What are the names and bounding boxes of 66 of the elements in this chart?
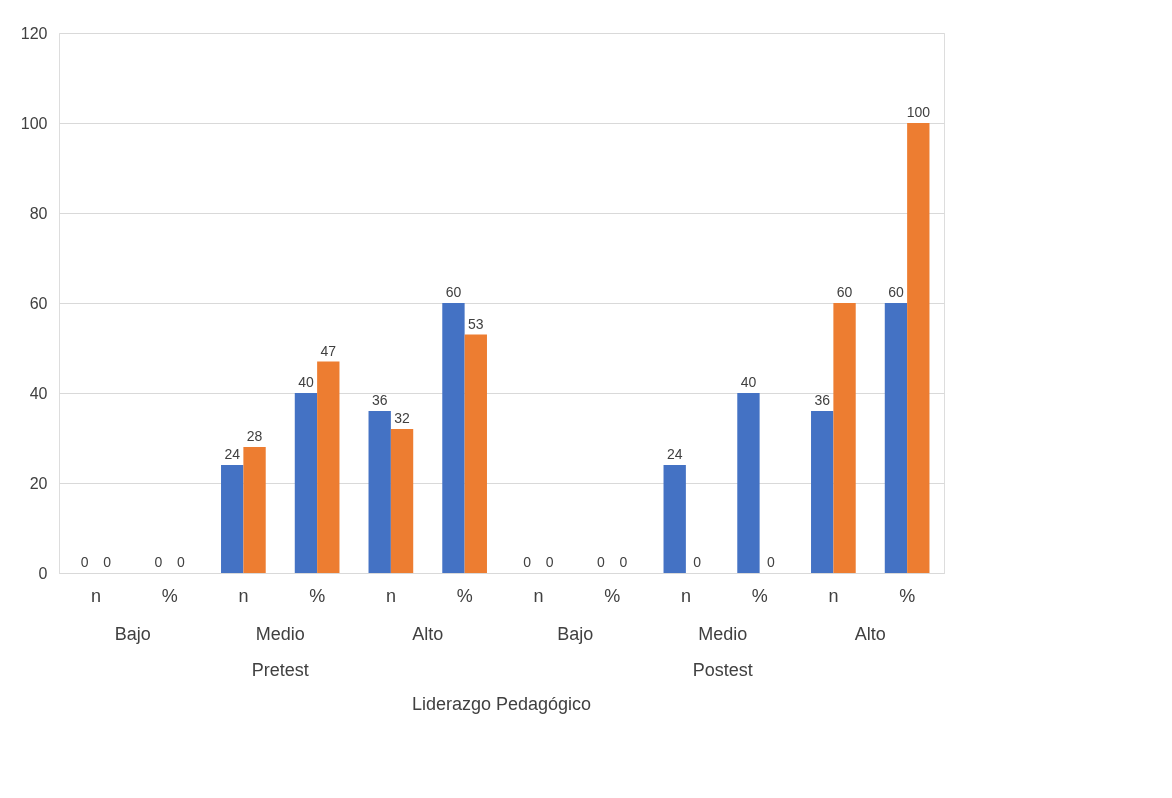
- data-label: 0: [545, 554, 554, 570]
- data-label: 0: [597, 554, 606, 570]
- data-label: 0: [523, 554, 532, 570]
- text: Medio: [255, 624, 305, 644]
- x-tick-label: %: [161, 585, 178, 606]
- y-tick-label: 40: [29, 384, 48, 402]
- data-label: 60: [445, 284, 462, 300]
- data-label: 0: [693, 554, 702, 570]
- data-label: 0: [766, 554, 775, 570]
- bar: [243, 447, 266, 573]
- bar: [221, 465, 244, 573]
- data-label: 40: [298, 374, 314, 390]
- data-label: 100: [906, 104, 931, 120]
- x-tick-label: n: [238, 585, 249, 606]
- bar: [368, 411, 391, 573]
- y-tick-label: 100: [20, 114, 48, 132]
- y-tick-label: 20: [29, 474, 48, 492]
- bar: [907, 123, 930, 573]
- x-tick-label: n: [533, 585, 544, 606]
- data-label: 40: [740, 374, 757, 390]
- y-tick-label: 120: [20, 24, 48, 42]
- data-label: 0: [80, 554, 89, 570]
- data-label: 36: [814, 392, 831, 408]
- y-tick-label: 0: [38, 564, 48, 582]
- data-label: 60: [836, 284, 853, 300]
- bar: [464, 334, 487, 573]
- y-tick-label: 80: [29, 204, 48, 222]
- text: Bajo: [114, 624, 151, 644]
- text: Medio: [698, 624, 748, 644]
- data-label: 0: [176, 554, 185, 570]
- data-label: 32: [394, 410, 411, 426]
- bar: [390, 429, 414, 573]
- data-label: 0: [154, 554, 163, 570]
- bar: [811, 411, 834, 573]
- bar: [442, 303, 465, 573]
- data-label: 60: [888, 284, 904, 300]
- text: Bajo: [557, 624, 594, 644]
- text: Postest: [692, 660, 753, 680]
- x-tick-label: %: [309, 585, 326, 606]
- text: Alto: [412, 624, 444, 644]
- x-axis-title: Liderazgo Pedagógico: [411, 694, 592, 714]
- data-label: 36: [371, 392, 388, 408]
- data-label: 24: [224, 446, 241, 462]
- bar: [833, 303, 856, 573]
- data-label: 0: [103, 554, 112, 570]
- x-tick-label: n: [828, 585, 839, 606]
- bar: [737, 393, 760, 573]
- bar: [663, 465, 686, 573]
- y-tick-label: 60: [29, 294, 48, 312]
- data-label: 28: [246, 428, 263, 444]
- data-label: 53: [468, 315, 484, 332]
- x-tick-label: %: [899, 585, 916, 606]
- bar: [884, 303, 908, 573]
- x-tick-label: n: [680, 585, 691, 606]
- x-tick-label: %: [751, 585, 768, 606]
- x-tick-label: n: [385, 585, 396, 606]
- data-label: 24: [666, 446, 683, 462]
- data-label: 47: [320, 342, 337, 359]
- x-tick-label: n: [90, 585, 101, 606]
- text: Pretest: [251, 660, 309, 680]
- bar: [317, 361, 340, 573]
- bar: [294, 393, 318, 573]
- text: Alto: [854, 624, 886, 644]
- x-tick-label: %: [604, 585, 621, 606]
- x-tick-label: %: [456, 585, 473, 606]
- data-label: 0: [619, 554, 628, 570]
